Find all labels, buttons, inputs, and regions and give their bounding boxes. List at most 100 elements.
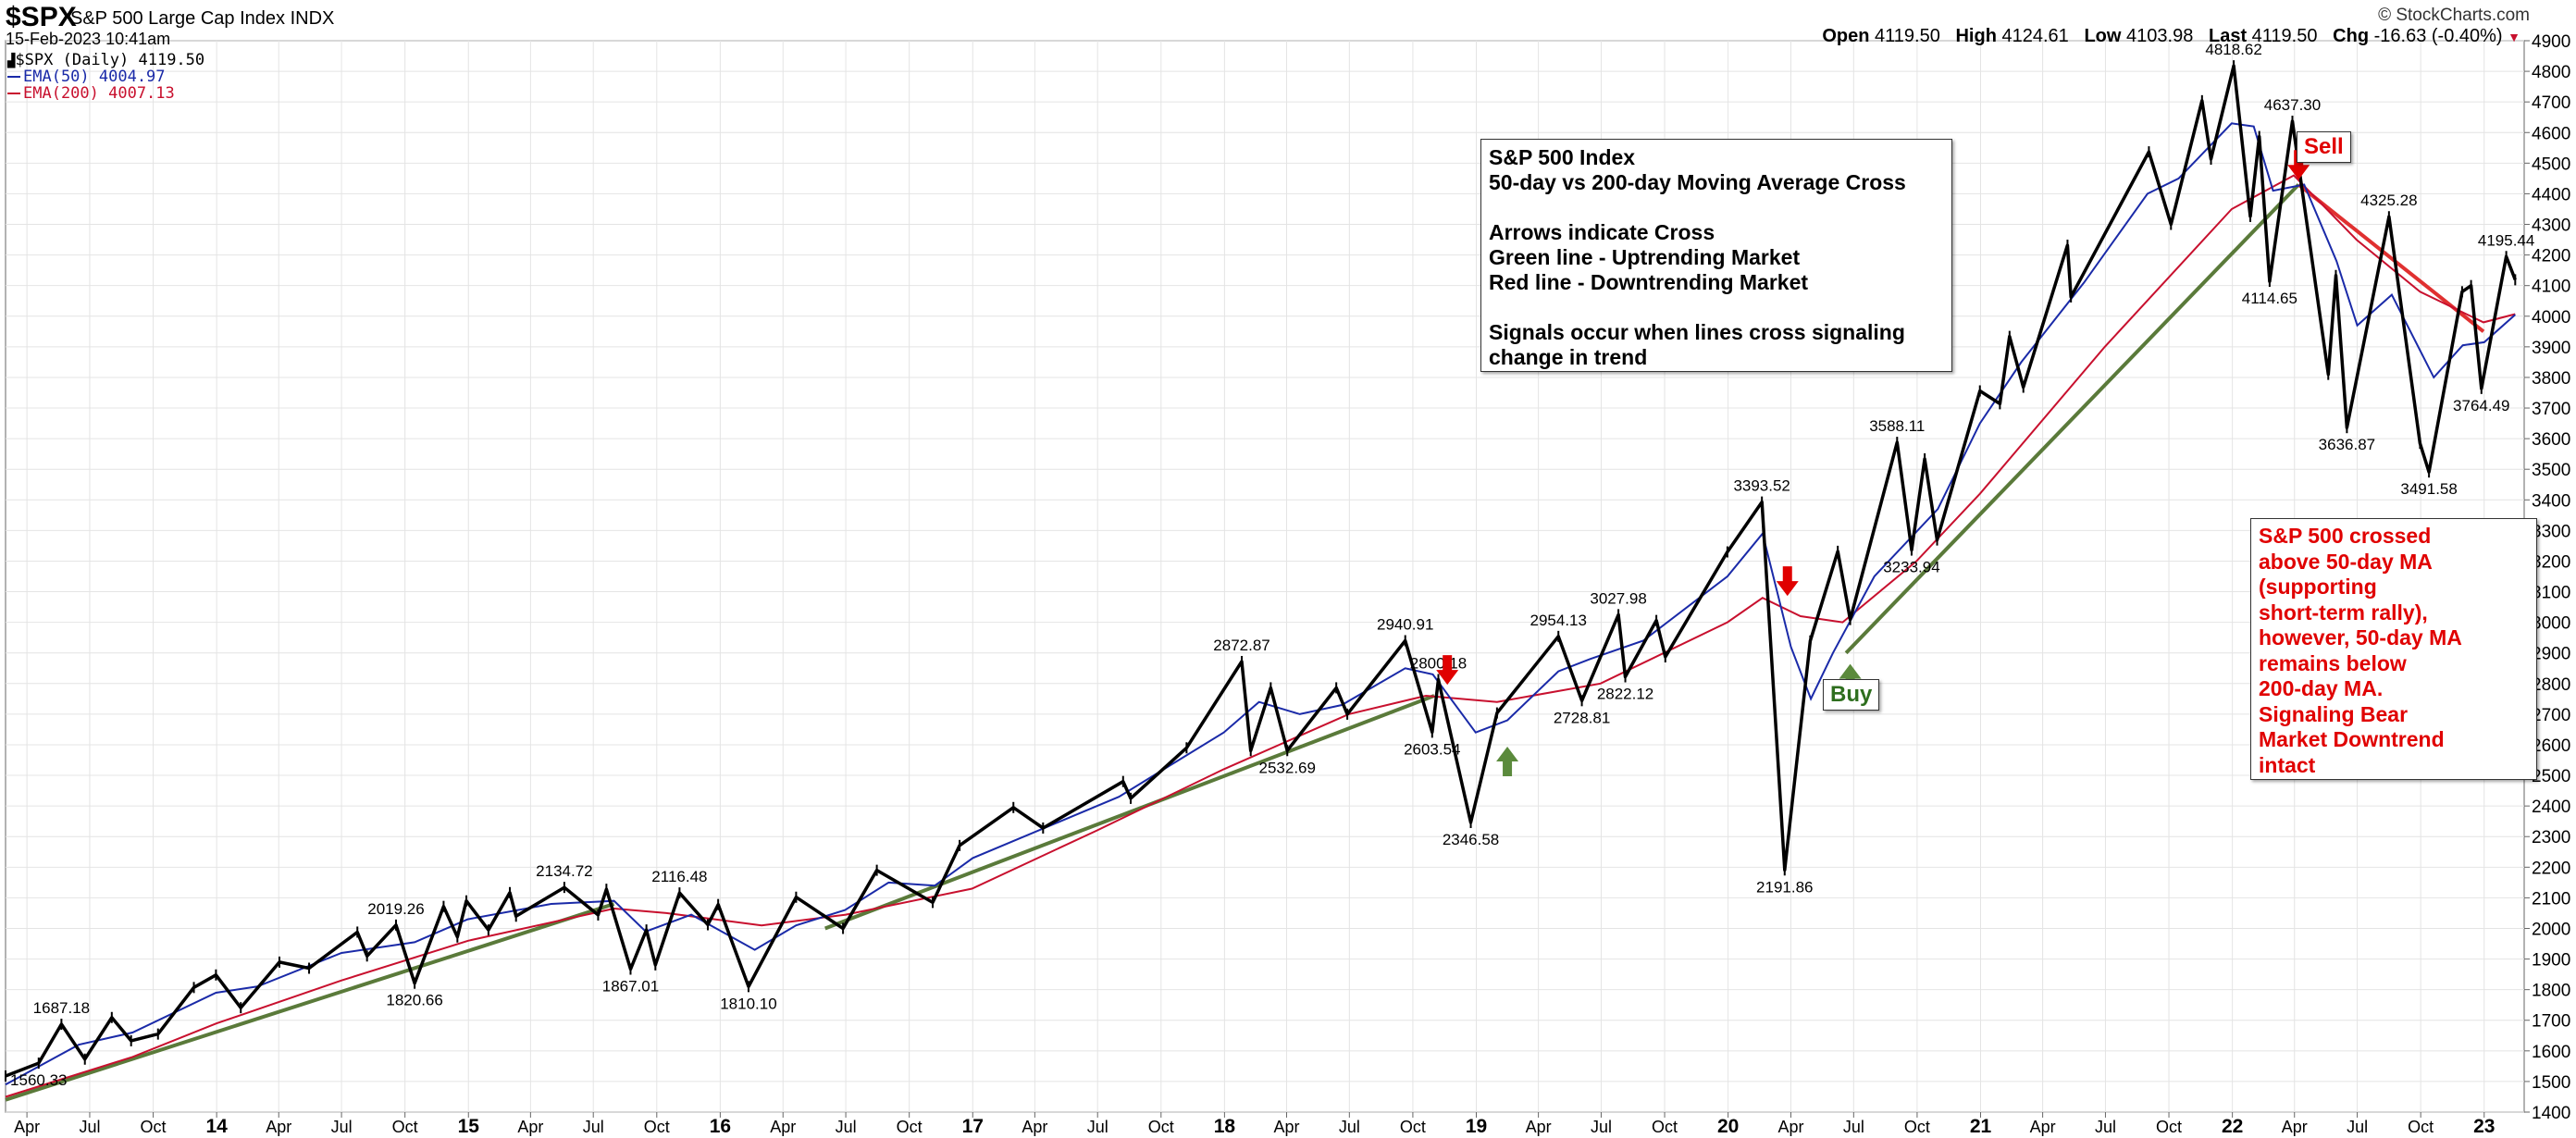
bear-line: intact — [2259, 752, 2316, 777]
x-tick-label: Apr — [1273, 1118, 1299, 1136]
x-tick-label: Oct — [1904, 1118, 1930, 1136]
buy-arrow-icon — [1839, 663, 1862, 694]
x-tick-label: 18 — [1214, 1116, 1236, 1137]
y-tick-label: 4800 — [2532, 63, 2570, 82]
y-tick-label: 4500 — [2532, 155, 2570, 174]
x-tick-label: Apr — [1022, 1118, 1047, 1136]
x-tick-label: Oct — [897, 1118, 923, 1136]
price-annotation-label: 2872.87 — [1213, 637, 1269, 654]
price-annotation-label: 4195.44 — [2478, 231, 2534, 249]
high-value: 4124.61 — [2001, 26, 2069, 46]
x-tick-label: 14 — [205, 1116, 228, 1137]
info-line: Red line - Downtrending Market — [1489, 270, 1809, 294]
y-tick-label: 2600 — [2532, 736, 2570, 756]
buy-signal-label: Buy — [1823, 679, 1880, 711]
y-tick-label: 1600 — [2532, 1043, 2570, 1062]
info-line: change in trend — [1489, 345, 1648, 369]
price-annotation-label: 4637.30 — [2264, 96, 2321, 114]
x-tick-label: Apr — [770, 1118, 796, 1136]
y-tick-label: 4200 — [2532, 247, 2570, 266]
trendline-uptrend-2 — [824, 694, 1435, 931]
info-line: 50-day vs 200-day Moving Average Cross — [1489, 170, 1906, 194]
sell-arrow-icon — [1436, 655, 1459, 686]
y-tick-label: 2900 — [2532, 645, 2570, 664]
ema200-swatch-icon — [7, 93, 20, 94]
price-annotation-label: 4325.28 — [2360, 192, 2417, 209]
bear-line: however, 50-day MA — [2259, 625, 2462, 649]
price-annotation-label: 2346.58 — [1443, 831, 1499, 848]
price-annotation-label: 2019.26 — [367, 900, 424, 918]
y-tick-label: 2300 — [2532, 828, 2570, 847]
x-tick-label: Oct — [392, 1118, 418, 1136]
price-annotation-label: 3393.52 — [1733, 477, 1790, 495]
timestamp: 15-Feb-2023 10:41am — [6, 30, 171, 48]
price-annotations: 1687.18 1560.33 2019.26 1820.66 2134.72 1867.… — [10, 41, 2534, 1089]
price-annotation-label: 3491.58 — [2400, 480, 2457, 498]
x-tick-label: Oct — [2156, 1118, 2182, 1136]
y-tick-label: 3300 — [2532, 522, 2570, 541]
x-tick-label: 16 — [710, 1116, 731, 1137]
x-tick-label: Apr — [517, 1118, 543, 1136]
bear-market-annotation-box: S&P 500 crossed above 50-day MA (support… — [2250, 518, 2537, 780]
legend-ema200[interactable]: EMA(200) 4007.13 — [7, 85, 204, 102]
legend-ema50[interactable]: EMA(50) 4004.97 — [7, 68, 204, 85]
price-line — [5, 64, 2517, 1078]
info-line: Signals occur when lines cross signaling — [1489, 320, 1905, 344]
y-tick-label: 2200 — [2532, 859, 2570, 878]
x-axis: Apr Jul Oct 14 Apr Jul Oct 15 Apr Jul Oct 16 Apr Jul O… — [14, 1112, 2495, 1137]
x-tick-label: 15 — [458, 1116, 480, 1137]
last-label: Last — [2208, 26, 2248, 46]
price-annotation-label: 2940.91 — [1377, 615, 1433, 633]
info-line — [1489, 295, 1951, 320]
y-tick-label: 2400 — [2532, 798, 2570, 817]
y-tick-label: 3700 — [2532, 400, 2570, 419]
price-annotation-label: 2822.12 — [1597, 686, 1653, 703]
legend-ema200-label: EMA(200) 4007.13 — [23, 84, 175, 103]
x-tick-label: Oct — [141, 1118, 167, 1136]
x-tick-label: Apr — [2282, 1118, 2308, 1136]
x-tick-label: 20 — [1717, 1116, 1739, 1137]
y-tick-label: 2800 — [2532, 675, 2570, 695]
ema50-swatch-icon — [7, 76, 20, 78]
y-tick-label: 4600 — [2532, 124, 2570, 143]
x-tick-label: Jul — [2347, 1118, 2368, 1136]
y-axis: 1400 1500 1600 1700 1800 1900 2000 2100 2200 2300… — [2524, 32, 2570, 1123]
x-tick-label: Apr — [2030, 1118, 2056, 1136]
buy-arrow-icon — [1496, 746, 1519, 776]
sell-signal-label: Sell — [2297, 131, 2351, 163]
bear-line: Signaling Bear — [2259, 701, 2409, 726]
price-annotation-label: 1687.18 — [33, 999, 90, 1017]
x-tick-label: Oct — [1400, 1118, 1426, 1136]
x-tick-label: Oct — [2408, 1118, 2434, 1136]
y-tick-label: 4700 — [2532, 93, 2570, 113]
price-legend-icon: ▟ — [7, 54, 16, 68]
y-tick-label: 1500 — [2532, 1073, 2570, 1093]
price-annotation-label: 2191.86 — [1756, 878, 1813, 896]
index-name: S&P 500 Large Cap Index INDX — [70, 8, 334, 30]
ticker-symbol: $SPX — [6, 2, 77, 32]
open-value: 4119.50 — [1875, 26, 1940, 46]
x-tick-label: Jul — [836, 1118, 857, 1136]
high-label: High — [1955, 26, 1997, 46]
x-tick-label: 22 — [2222, 1116, 2243, 1137]
sell-arrow-icon — [1776, 566, 1799, 597]
price-annotation-label: 4114.65 — [2242, 290, 2297, 307]
y-tick-label: 3900 — [2532, 339, 2570, 358]
legend-ema50-label: EMA(50) 4004.97 — [23, 68, 166, 86]
stockcharts-brand: © StockCharts.com — [2378, 6, 2530, 25]
x-tick-label: Apr — [14, 1118, 40, 1136]
price-annotation-label: 1560.33 — [10, 1071, 67, 1089]
cross-signal-arrows — [1436, 150, 2310, 776]
x-tick-label: Jul — [2095, 1118, 2116, 1136]
x-tick-label: Oct — [1148, 1118, 1174, 1136]
price-annotation-label: 2954.13 — [1530, 612, 1587, 629]
legend-price[interactable]: ▟$SPX (Daily) 4119.50 — [7, 52, 204, 68]
chg-down-icon: ▼ — [2508, 30, 2520, 44]
price-annotation-label: 4818.62 — [2205, 41, 2261, 58]
x-tick-label: Jul — [1339, 1118, 1360, 1136]
x-tick-label: Apr — [1526, 1118, 1552, 1136]
y-tick-label: 4400 — [2532, 185, 2570, 204]
y-tick-label: 1800 — [2532, 982, 2570, 1001]
y-tick-label: 3600 — [2532, 430, 2570, 450]
